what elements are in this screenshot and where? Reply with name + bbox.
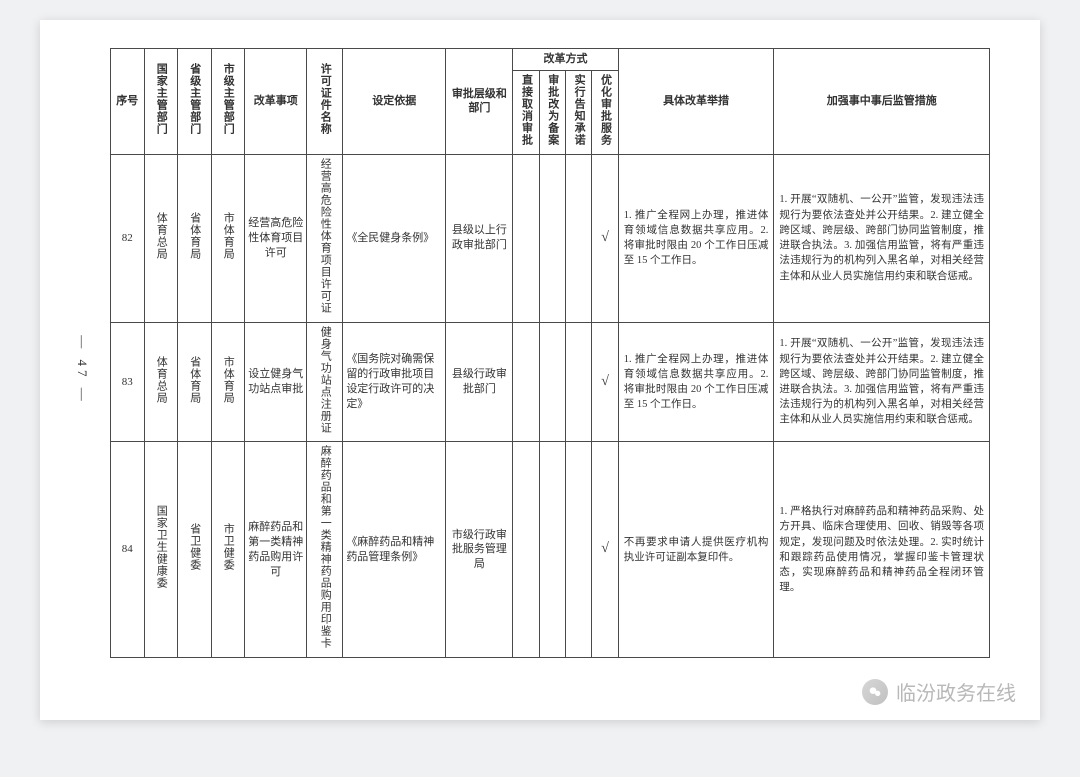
- cell-municipal: 市体育局: [211, 322, 245, 442]
- cell-way3: [566, 154, 592, 322]
- cell-item: 设立健身气功站点审批: [245, 322, 307, 442]
- th-license: 许可证件名称: [307, 49, 343, 155]
- cell-item: 经营高危险性体育项目许可: [245, 154, 307, 322]
- watermark: 临汾政务在线: [862, 677, 1016, 706]
- cell-way2: [539, 154, 565, 322]
- cell-supervision: 1. 开展“双随机、一公开”监管，发现违法违规行为要依法查处并公开结果。2. 建…: [774, 322, 990, 442]
- cell-seq: 82: [111, 154, 145, 322]
- table-row: 83 体育总局 省体育局 市体育局 设立健身气功站点审批 健身气功站点注册证 《…: [111, 322, 990, 442]
- cell-way3: [566, 322, 592, 442]
- cell-way1: [513, 154, 539, 322]
- cell-level: 县级以上行政审批部门: [446, 154, 513, 322]
- page: — 47 — 序号 国家主管部门 省级主管部门 市级主管部门 改革事项 许可证件…: [40, 20, 1040, 720]
- page-number: — 47 —: [74, 335, 90, 405]
- cell-license: 经营高危险性体育项目许可证: [307, 154, 343, 322]
- cell-seq: 83: [111, 322, 145, 442]
- th-basis: 设定依据: [343, 49, 446, 155]
- cell-provincial: 省卫健委: [178, 442, 212, 658]
- reform-table: 序号 国家主管部门 省级主管部门 市级主管部门 改革事项 许可证件名称 设定依据…: [110, 48, 990, 658]
- cell-national: 体育总局: [144, 154, 178, 322]
- cell-seq: 84: [111, 442, 145, 658]
- cell-way4: √: [592, 322, 618, 442]
- watermark-text: 临汾政务在线: [896, 677, 1016, 706]
- cell-level: 市级行政审批服务管理局: [446, 442, 513, 658]
- cell-way2: [539, 442, 565, 658]
- cell-municipal: 市体育局: [211, 154, 245, 322]
- th-provincial: 省级主管部门: [178, 49, 212, 155]
- cell-way4: √: [592, 154, 618, 322]
- cell-way1: [513, 322, 539, 442]
- cell-basis: 《全民健身条例》: [343, 154, 446, 322]
- cell-national: 国家卫生健康委: [144, 442, 178, 658]
- cell-measure: 1. 推广全程网上办理，推进体育领域信息数据共享应用。2. 将审批时限由 20 …: [618, 322, 774, 442]
- th-way3: 实行告知承诺: [566, 70, 592, 154]
- th-supervision: 加强事中事后监管措施: [774, 49, 990, 155]
- th-national: 国家主管部门: [144, 49, 178, 155]
- th-way-group: 改革方式: [513, 49, 618, 71]
- cell-provincial: 省体育局: [178, 322, 212, 442]
- th-item: 改革事项: [245, 49, 307, 155]
- cell-measure: 1. 推广全程网上办理，推进体育领域信息数据共享应用。2. 将审批时限由 20 …: [618, 154, 774, 322]
- wechat-icon: [862, 679, 888, 705]
- cell-basis: 《麻醉药品和精神药品管理条例》: [343, 442, 446, 658]
- cell-license: 健身气功站点注册证: [307, 322, 343, 442]
- cell-measure: 不再要求申请人提供医疗机构执业许可证副本复印件。: [618, 442, 774, 658]
- th-way4: 优化审批服务: [592, 70, 618, 154]
- table-body: 82 体育总局 省体育局 市体育局 经营高危险性体育项目许可 经营高危险性体育项…: [111, 154, 990, 658]
- cell-basis: 《国务院对确需保留的行政审批项目设定行政许可的决定》: [343, 322, 446, 442]
- cell-supervision: 1. 开展“双随机、一公开”监管，发现违法违规行为要依法查处并公开结果。2. 建…: [774, 154, 990, 322]
- cell-national: 体育总局: [144, 322, 178, 442]
- table-row: 84 国家卫生健康委 省卫健委 市卫健委 麻醉药品和第一类精神药品购用许可 麻醉…: [111, 442, 990, 658]
- th-municipal: 市级主管部门: [211, 49, 245, 155]
- cell-municipal: 市卫健委: [211, 442, 245, 658]
- cell-license: 麻醉药品和第一类精神药品购用印鉴卡: [307, 442, 343, 658]
- cell-way3: [566, 442, 592, 658]
- cell-way1: [513, 442, 539, 658]
- cell-way4: √: [592, 442, 618, 658]
- th-way1: 直接取消审批: [513, 70, 539, 154]
- table-row: 82 体育总局 省体育局 市体育局 经营高危险性体育项目许可 经营高危险性体育项…: [111, 154, 990, 322]
- cell-level: 县级行政审批部门: [446, 322, 513, 442]
- cell-way2: [539, 322, 565, 442]
- th-way2: 审批改为备案: [539, 70, 565, 154]
- th-measures: 具体改革举措: [618, 49, 774, 155]
- table-header: 序号 国家主管部门 省级主管部门 市级主管部门 改革事项 许可证件名称 设定依据…: [111, 49, 990, 155]
- cell-item: 麻醉药品和第一类精神药品购用许可: [245, 442, 307, 658]
- th-level: 审批层级和部门: [446, 49, 513, 155]
- cell-supervision: 1. 严格执行对麻醉药品和精神药品采购、处方开具、临床合理使用、回收、销毁等各项…: [774, 442, 990, 658]
- cell-provincial: 省体育局: [178, 154, 212, 322]
- th-seq: 序号: [111, 49, 145, 155]
